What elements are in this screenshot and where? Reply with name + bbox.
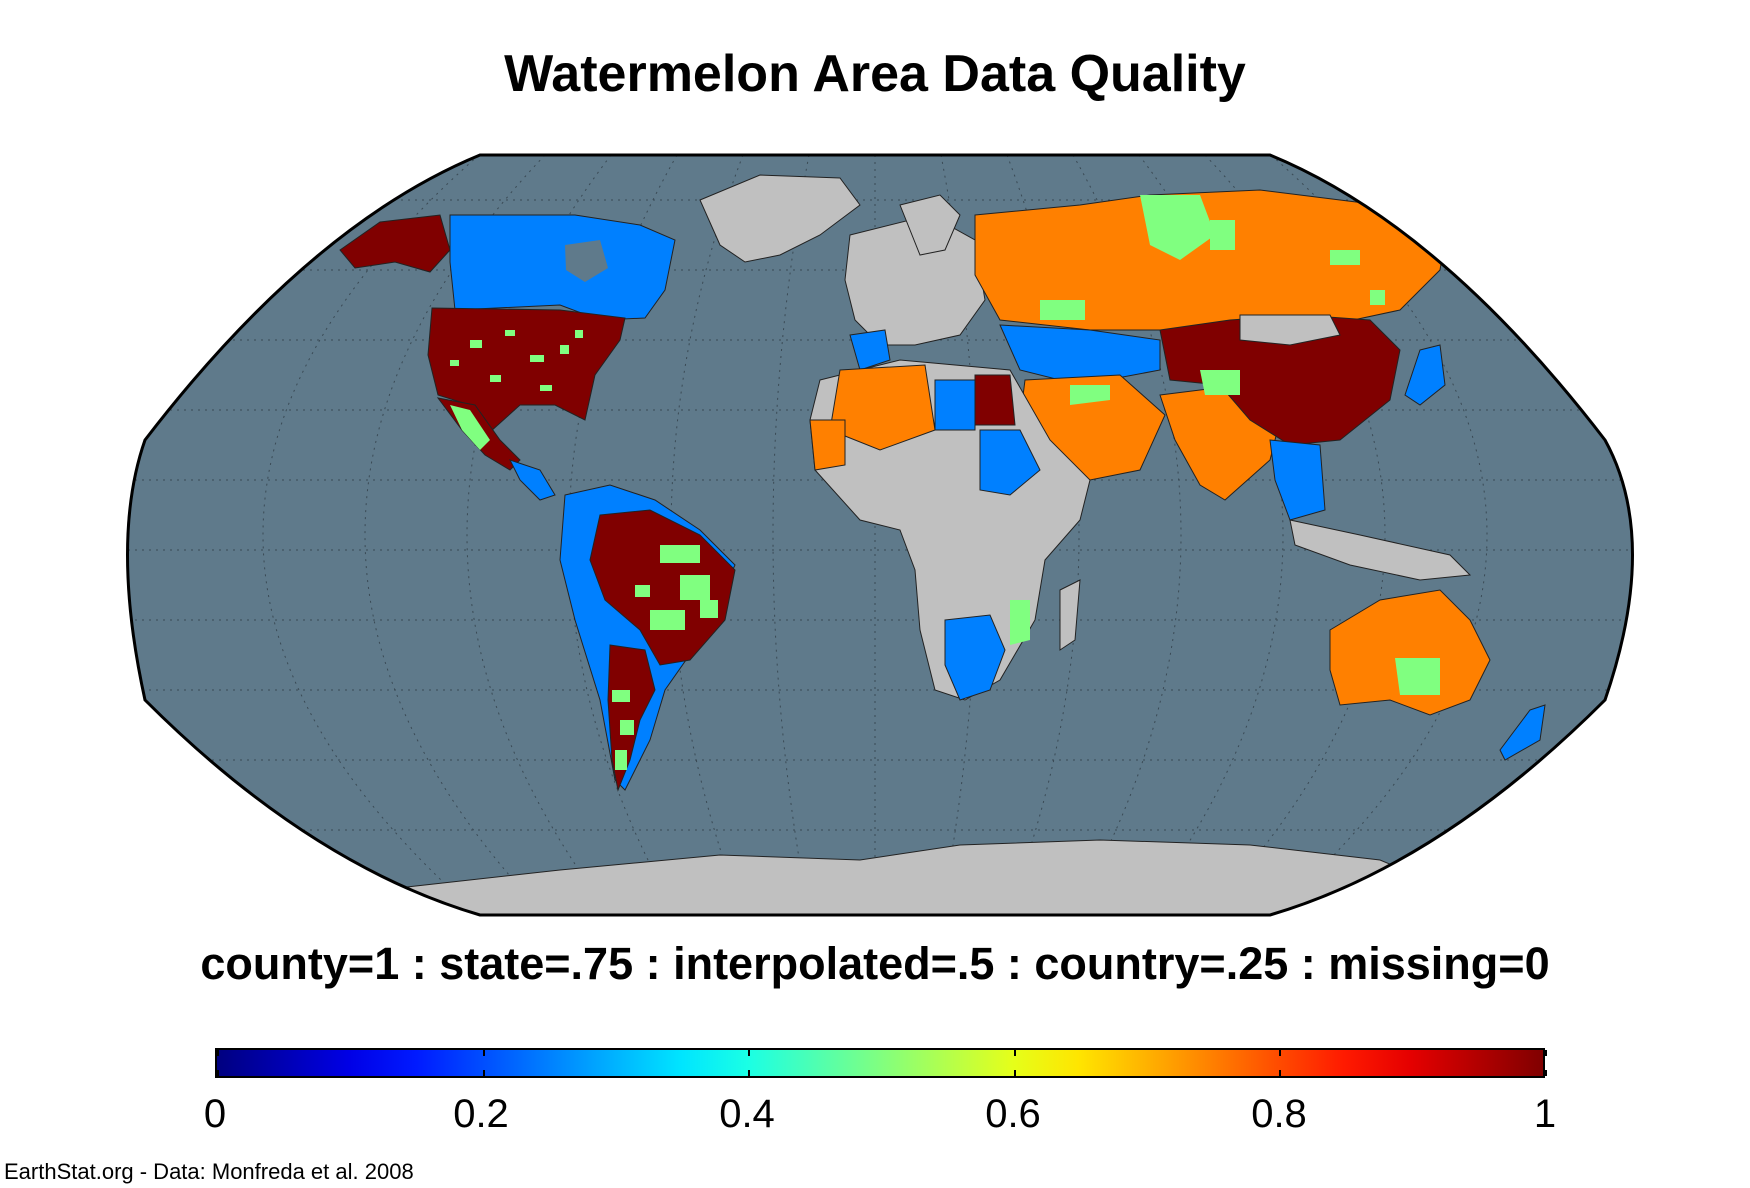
colorbar-tick [748, 1070, 751, 1076]
colorbar-tick [1279, 1070, 1282, 1076]
hudson-bay [565, 240, 608, 282]
colorbar-tick [482, 1050, 485, 1056]
region-madagascar [1059, 579, 1081, 651]
region-united-states [427, 307, 626, 433]
region-iberia [849, 329, 891, 371]
us-interpolated-patches [450, 330, 583, 391]
region-mozambique [1010, 600, 1030, 645]
colorbar-tick [482, 1070, 485, 1076]
region-antarctica [379, 839, 1441, 915]
land-layer [127, 155, 1633, 915]
region-southeast-asia [1269, 439, 1326, 521]
colorbar-tick [1545, 1050, 1547, 1056]
colorbar-tick-label: 0.8 [1251, 1092, 1307, 1136]
region-canada [449, 214, 676, 321]
brazil-interpolated-patches [635, 545, 718, 630]
australia-interpolated [1395, 658, 1440, 695]
region-alaska [339, 214, 451, 273]
russia-interpolated-patches [1040, 195, 1385, 320]
colorbar [215, 1048, 1547, 1078]
region-egypt [974, 374, 1016, 426]
colorbar-tick [1279, 1050, 1282, 1056]
region-mongolia [1239, 314, 1341, 346]
region-arabia-patch [1070, 385, 1110, 405]
colorbar-tick [217, 1050, 219, 1056]
region-new-zealand [1499, 704, 1546, 761]
legend-caption: county=1 : state=.75 : interpolated=.5 :… [200, 938, 1550, 989]
region-central-asia [999, 324, 1161, 386]
colorbar-tick [1013, 1050, 1016, 1056]
region-greenland [699, 174, 861, 263]
colorbar-tick-label: 0.4 [719, 1092, 775, 1136]
map-title: Watermelon Area Data Quality [504, 45, 1246, 103]
region-russia [974, 189, 1446, 331]
colorbar-tick [1013, 1070, 1016, 1076]
region-scandinavia [899, 194, 961, 256]
colorbar-tick [1545, 1070, 1547, 1076]
region-libya [934, 379, 976, 431]
colorbar-tick-label: 0 [203, 1092, 227, 1136]
colorbar-tick-label: 0.6 [985, 1092, 1041, 1136]
credit-text: EarthStat.org - Data: Monfreda et al. 20… [4, 1159, 414, 1184]
colorbar-tick [217, 1070, 219, 1076]
region-australia [1329, 589, 1491, 716]
region-indonesia [1289, 519, 1472, 581]
map-frame [126, 153, 1634, 917]
china-interpolated-patch [1200, 370, 1240, 395]
region-east-africa [979, 429, 1041, 496]
colorbar-tick-label: 0.2 [453, 1092, 509, 1136]
region-central-america [509, 459, 556, 501]
colorbar-tick [748, 1050, 751, 1056]
region-west-africa [809, 419, 846, 471]
argentina-interpolated-patches [612, 690, 634, 770]
region-southern-africa [944, 614, 1006, 701]
mexico-interpolated [450, 405, 490, 450]
region-japan [1404, 344, 1446, 406]
colorbar-tick-label: 1 [1533, 1092, 1557, 1136]
